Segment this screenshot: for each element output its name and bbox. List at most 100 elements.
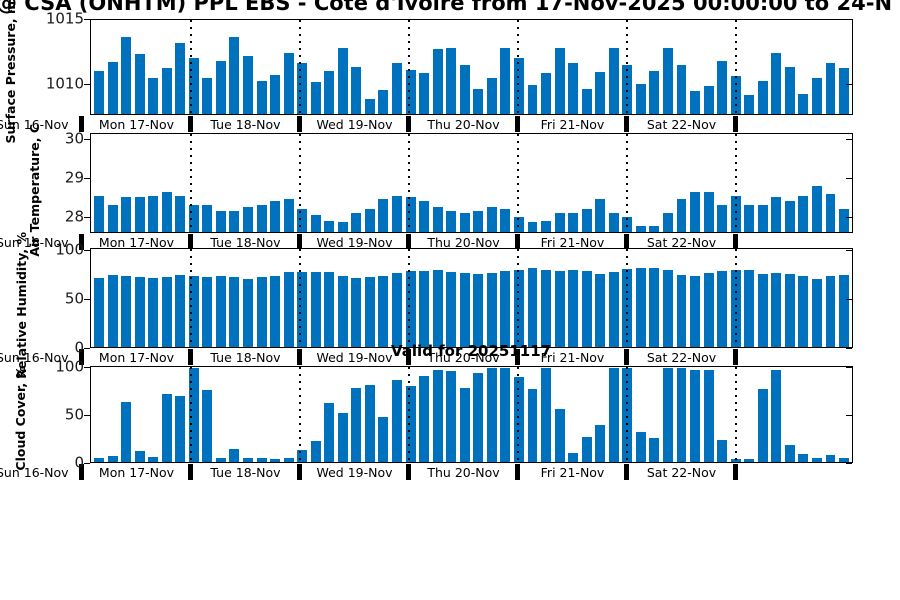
bar [459,273,470,347]
bar [392,379,402,462]
day-boundary-tick [297,349,302,365]
bar [215,458,226,462]
y-tick-label: 29 [64,168,84,187]
day-label: Sat 22-Nov [646,465,717,480]
bar [324,403,335,462]
bar [351,67,362,114]
y-tick-mark-right [846,348,852,349]
bar [337,222,348,232]
bar [215,60,226,114]
bar [446,272,457,347]
bar [635,83,646,114]
day-label: Tue 18-Nov [210,117,281,132]
y-tick-label: 100 [55,240,84,259]
day-label: Fri 21-Nov [540,235,605,250]
day-boundary-tick [79,234,84,250]
bar [378,199,389,232]
bar [446,47,457,114]
day-label: Wed 19-Nov [316,350,393,365]
bar [811,458,822,462]
bar [351,212,362,232]
bar [581,437,592,462]
bar [500,367,511,462]
bar [473,274,484,347]
bar [676,367,687,462]
bar [690,91,701,114]
y-tick-mark-right [846,83,852,85]
bar [798,93,809,114]
bar [378,275,389,347]
day-boundary-gridline [408,134,410,232]
day-boundary-gridline [408,20,410,114]
bar [283,199,294,232]
bar [486,207,497,232]
day-boundary-tick [79,464,84,480]
y-tick-mark-left [84,138,90,140]
bar [676,64,687,114]
bar [134,54,145,114]
bar [635,226,646,232]
day-boundary-gridline [626,134,628,232]
day-boundary-tick [406,349,411,365]
bar [690,191,701,232]
bar [392,63,402,114]
bar [175,42,186,114]
day-label: Sat 22-Nov [646,235,717,250]
day-boundary-tick [79,349,84,365]
bar [121,275,132,347]
bar [608,212,619,232]
bar [473,88,484,114]
y-tick-mark-right [846,19,852,20]
bar [175,195,186,232]
bar [717,205,728,232]
bar [419,376,430,462]
bar [324,220,335,232]
bar [188,367,199,462]
bar [798,275,809,347]
day-label: Sat 22-Nov [646,350,717,365]
bar [486,367,497,462]
bar [121,401,132,462]
y-tick-mark-right [846,138,852,140]
day-boundary-tick [515,116,520,132]
bar [446,371,457,462]
bar [419,201,430,232]
day-boundary-tick [297,234,302,250]
bar [500,47,511,114]
day-label: Wed 19-Nov [316,465,393,480]
bar [148,277,159,347]
y-tick-mark-right [846,217,852,219]
bar [243,458,253,462]
bar [256,205,267,232]
day-label: Thu 20-Nov [427,465,500,480]
bar [784,201,795,232]
bar [121,197,132,232]
y-tick-mark-right [846,299,852,300]
bar [541,270,551,347]
day-label: Mon 17-Nov [98,117,175,132]
y-tick-mark-left [84,19,90,20]
bar [635,268,646,347]
bar [229,210,240,232]
bar [662,212,673,232]
bar [175,395,186,462]
day-label: Wed 19-Nov [316,117,393,132]
bar [500,271,511,347]
bar [541,73,551,114]
bar [161,276,172,347]
bar [392,273,402,347]
day-label: Mon 17-Nov [98,235,175,250]
bar [351,388,362,462]
bar [527,84,538,114]
bar [825,275,836,347]
day-boundary-tick [624,234,629,250]
bar [649,268,660,347]
bar [744,270,755,347]
bar [798,453,809,462]
bar [771,370,782,462]
bar [324,70,335,114]
bar [405,69,416,114]
y-tick-label: 30 [64,129,84,148]
bar [541,220,551,232]
bar [419,271,430,347]
